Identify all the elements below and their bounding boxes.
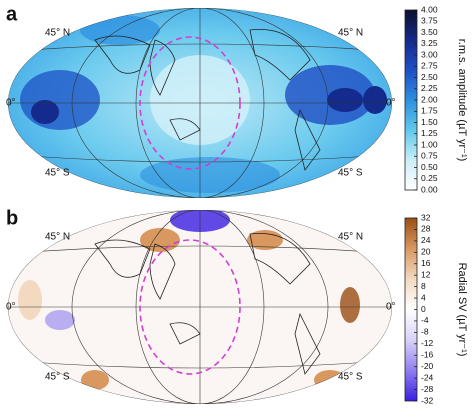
colorbar-tick-label: 1.25 bbox=[421, 128, 438, 138]
lat-label: 0° bbox=[386, 98, 396, 109]
colorbar-tick-label: 1.75 bbox=[421, 106, 438, 116]
colorbar-tick-label: 1.50 bbox=[421, 117, 438, 127]
lat-label: 45° N bbox=[45, 232, 70, 243]
colorbar-label: Radial SV (µT yr⁻¹) bbox=[456, 263, 468, 357]
lat-label: 45° S bbox=[338, 168, 363, 179]
colorbar-tick-label: -12 bbox=[421, 338, 434, 348]
graticule-b bbox=[8, 210, 392, 404]
panel-label: a bbox=[6, 3, 18, 25]
colorbar-tick-label: 4 bbox=[421, 292, 426, 302]
colorbar-tick-label: -16 bbox=[421, 350, 434, 360]
lat-label: 0° bbox=[386, 302, 396, 313]
colorbar-tick-label: 20 bbox=[421, 247, 431, 257]
colorbar-tick-label: 2.25 bbox=[421, 83, 438, 93]
lat-label: 45° N bbox=[338, 232, 363, 243]
colorbar-tick-label: 0.00 bbox=[421, 184, 438, 194]
panel-label: b bbox=[6, 207, 18, 229]
colorbar-tick-label: 2.50 bbox=[421, 72, 438, 82]
colorbar-tick-label: 3.75 bbox=[421, 16, 438, 26]
colorbar-tick-label: 32 bbox=[421, 212, 431, 222]
colorbar-tick-label: 3.50 bbox=[421, 27, 438, 37]
lat-label: 45° S bbox=[45, 168, 70, 179]
colorbar-tick-label: 8 bbox=[421, 281, 426, 291]
colorbar-tick-label: 3.25 bbox=[421, 38, 438, 48]
colorbar-tick-label: -20 bbox=[421, 361, 434, 371]
colorbar-tick-label: 16 bbox=[421, 258, 431, 268]
colorbar-tick-label: 0 bbox=[421, 304, 426, 314]
graticule-a bbox=[8, 8, 392, 198]
colorbar-tick-label: 12 bbox=[421, 269, 431, 279]
colorbar-label: r.m.s. amplitude (µT yr⁻¹) bbox=[456, 39, 468, 162]
lat-label: 45° S bbox=[338, 372, 363, 383]
lat-label: 0° bbox=[6, 98, 16, 109]
lat-label: 45° N bbox=[338, 28, 363, 39]
lat-label: 45° N bbox=[45, 28, 70, 39]
colorbar-tick-label: 3.00 bbox=[421, 49, 438, 59]
colorbar-tick-label: -32 bbox=[421, 395, 434, 405]
lat-label: 0° bbox=[6, 302, 16, 313]
colorbar-tick-label: 1.00 bbox=[421, 139, 438, 149]
colorbar-tick-label: 24 bbox=[421, 235, 431, 245]
colorbar-tick-label: 2.00 bbox=[421, 94, 438, 104]
colorbar-tick-label: -28 bbox=[421, 384, 434, 394]
colorbar-tick-label: 0.50 bbox=[421, 162, 438, 172]
colorbar-tick-label: -4 bbox=[421, 315, 429, 325]
colorbar-tick-label: -8 bbox=[421, 327, 429, 337]
lat-label: 45° S bbox=[45, 372, 70, 383]
colorbar-tick-label: 28 bbox=[421, 224, 431, 234]
colorbar-tick-label: 2.75 bbox=[421, 61, 438, 71]
colorbar-tick-label: 0.75 bbox=[421, 151, 438, 161]
colorbar-tick-label: -24 bbox=[421, 372, 434, 382]
colorbar-tick-label: 0.25 bbox=[421, 173, 438, 183]
colorbar-tick-label: 4.00 bbox=[421, 4, 438, 14]
